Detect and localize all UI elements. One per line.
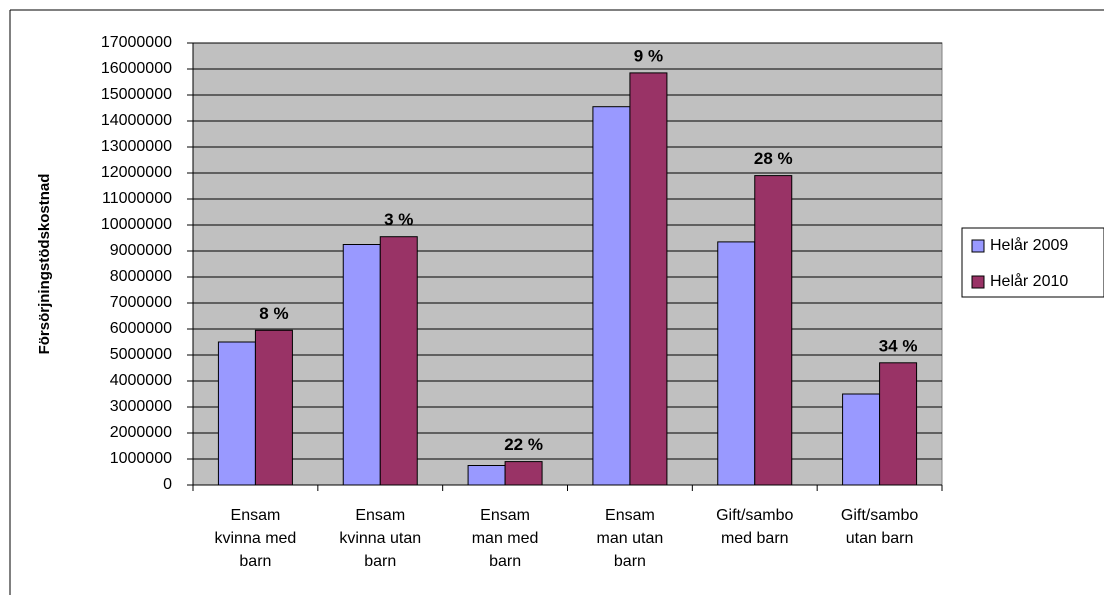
- y-tick-label: 16000000: [101, 60, 172, 77]
- bar: [629, 72, 668, 486]
- bar: [879, 362, 918, 486]
- annotation: 8 %: [259, 304, 288, 323]
- bar: [217, 341, 256, 486]
- legend-swatch: [971, 239, 985, 253]
- x-tick-label: barn: [489, 553, 521, 570]
- legend-label: Helår 2009: [990, 236, 1068, 254]
- bar: [592, 106, 631, 486]
- y-tick-label: 12000000: [101, 164, 172, 181]
- y-tick-label: 8000000: [110, 268, 172, 285]
- y-tick-label: 2000000: [110, 424, 172, 441]
- annotation: 3 %: [384, 210, 413, 229]
- legend-swatch: [971, 275, 985, 289]
- y-tick-label: 13000000: [101, 138, 172, 155]
- bar: [342, 244, 381, 486]
- bar: [842, 393, 881, 486]
- x-tick-label: man utan: [597, 530, 664, 547]
- annotation: 9 %: [634, 46, 663, 65]
- y-tick-label: 11000000: [102, 190, 172, 207]
- legend: [961, 227, 1104, 298]
- bar: [379, 236, 418, 486]
- x-tick-label: Gift/sambo: [716, 507, 793, 524]
- y-tick-label: 5000000: [110, 346, 172, 363]
- plot-area: [192, 42, 943, 486]
- y-tick-label: 17000000: [101, 34, 172, 51]
- y-tick-label: 1000000: [110, 450, 172, 467]
- y-tick-label: 3000000: [110, 398, 172, 415]
- x-tick-label: barn: [614, 553, 646, 570]
- bar: [467, 465, 506, 486]
- x-tick-label: Ensam: [355, 507, 405, 524]
- y-tick-label: 9000000: [110, 242, 172, 259]
- y-tick-label: 6000000: [110, 320, 172, 337]
- x-tick-label: Ensam: [605, 507, 655, 524]
- bar: [717, 241, 756, 486]
- x-tick-label: med barn: [721, 530, 789, 547]
- x-tick-label: barn: [239, 553, 271, 570]
- y-tick-label: 14000000: [101, 112, 172, 129]
- y-tick-label: 15000000: [101, 86, 172, 103]
- y-tick-label: 4000000: [110, 372, 172, 389]
- annotation: 28 %: [754, 149, 793, 168]
- legend-label: Helår 2010: [990, 272, 1068, 290]
- y-tick-label: 10000000: [101, 216, 172, 233]
- bar: [504, 461, 543, 486]
- x-tick-label: utan barn: [846, 530, 914, 547]
- annotation: 34 %: [879, 336, 918, 355]
- y-tick-label: 0: [163, 476, 172, 493]
- y-axis-label: Försörjningstödskostnad: [36, 174, 53, 355]
- x-tick-label: Ensam: [480, 507, 530, 524]
- x-tick-label: kvinna med: [215, 530, 297, 547]
- x-tick-label: barn: [364, 553, 396, 570]
- bar: [254, 329, 293, 486]
- annotation: 22 %: [504, 435, 543, 454]
- x-tick-label: Gift/sambo: [841, 507, 918, 524]
- bar: [754, 175, 793, 486]
- x-tick-label: kvinna utan: [339, 530, 421, 547]
- x-tick-label: man med: [472, 530, 539, 547]
- x-tick-label: Ensam: [231, 507, 281, 524]
- y-tick-label: 7000000: [110, 294, 172, 311]
